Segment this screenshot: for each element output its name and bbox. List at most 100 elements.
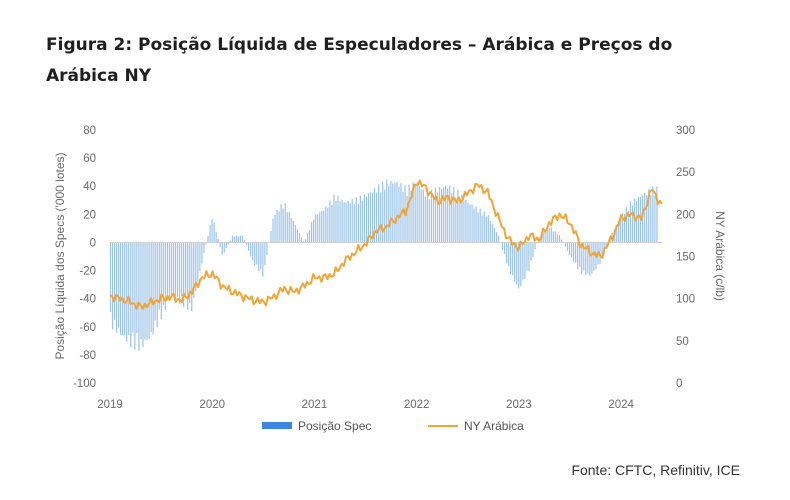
posicao-spec-bar — [398, 186, 400, 243]
left-tick-label: 40 — [83, 181, 96, 193]
posicao-spec-bar — [313, 219, 315, 243]
posicao-spec-bar — [479, 208, 481, 243]
posicao-spec-bar — [239, 235, 242, 243]
left-axis-ticks: 80 60 40 20 0 -20 -40 -60 -80 -100 — [73, 125, 96, 390]
posicao-spec-bar — [412, 182, 414, 243]
posicao-spec-bar — [256, 242, 258, 265]
posicao-spec-bar — [548, 227, 550, 243]
posicao-spec-bar — [402, 191, 404, 243]
posicao-spec-bar — [382, 181, 384, 243]
legend: Posição Spec NY Arábica — [262, 419, 524, 433]
x-tick-label: 2021 — [302, 399, 328, 411]
posicao-spec-bar — [156, 242, 158, 328]
posicao-spec-bar — [388, 185, 390, 243]
posicao-spec-bar — [396, 181, 398, 243]
posicao-spec-bar — [345, 202, 347, 243]
posicao-spec-bar — [124, 242, 126, 336]
posicao-spec-bar — [274, 214, 276, 243]
posicao-spec-bar — [367, 193, 370, 243]
posicao-spec-bar — [583, 242, 585, 271]
posicao-spec-bar — [211, 219, 213, 243]
posicao-spec-bar — [150, 242, 152, 333]
posicao-spec-bar — [120, 242, 122, 335]
posicao-spec-bar — [189, 242, 191, 303]
x-tick-label: 2022 — [404, 399, 430, 411]
posicao-spec-bar — [619, 218, 621, 243]
posicao-spec-bar — [317, 214, 319, 243]
posicao-spec-bar — [337, 195, 339, 243]
posicao-spec-bar — [136, 242, 138, 334]
posicao-spec-bar — [158, 242, 160, 310]
posicao-spec-bar — [489, 220, 491, 243]
posicao-spec-bar — [209, 224, 211, 243]
posicao-spec-bar — [629, 201, 632, 243]
posicao-spec-bar — [587, 242, 589, 274]
left-tick-label: 0 — [90, 237, 96, 249]
posicao-spec-bar — [477, 212, 479, 243]
posicao-spec-bar — [570, 242, 573, 258]
posicao-spec-bar — [410, 190, 412, 243]
posicao-spec-bar — [522, 242, 524, 280]
left-tick-label: 60 — [83, 153, 96, 165]
posicao-spec-bar — [408, 184, 410, 243]
posicao-spec-bar — [290, 218, 292, 243]
posicao-spec-bar — [243, 240, 246, 243]
posicao-spec-bar — [162, 242, 164, 305]
legend-swatch-posicao-spec — [262, 422, 292, 429]
posicao-spec-bar — [181, 242, 183, 297]
posicao-spec-bar — [215, 231, 217, 243]
posicao-spec-bar — [394, 182, 396, 243]
posicao-spec-bar — [380, 192, 382, 243]
posicao-spec-bar — [593, 242, 595, 271]
posicao-spec-bar — [505, 242, 508, 264]
posicao-spec-bar — [638, 196, 640, 243]
posicao-spec-bar — [453, 187, 455, 243]
posicao-spec-bar — [201, 242, 203, 264]
posicao-spec-bar — [473, 208, 475, 243]
posicao-spec-bar — [199, 242, 201, 272]
posicao-spec-bar — [266, 242, 268, 256]
posicao-spec-bar — [501, 242, 504, 250]
posicao-spec-bar — [296, 229, 298, 243]
posicao-spec-bar — [138, 242, 140, 351]
posicao-spec-bar — [503, 242, 506, 255]
posicao-spec-bar — [128, 242, 130, 335]
posicao-spec-bar — [122, 242, 124, 336]
posicao-spec-bar — [512, 242, 514, 276]
posicao-spec-bar — [416, 182, 418, 243]
posicao-spec-bar — [300, 237, 303, 243]
posicao-spec-bar — [386, 179, 388, 243]
posicao-spec-bar — [497, 235, 500, 243]
posicao-spec-bar — [556, 234, 558, 243]
right-tick-label: 50 — [676, 336, 689, 348]
posicao-spec-bar — [341, 199, 343, 243]
posicao-spec-bar — [270, 230, 272, 243]
posicao-spec-bar — [560, 239, 563, 243]
posicao-spec-bar — [585, 242, 587, 276]
posicao-spec-bar — [142, 242, 144, 348]
posicao-spec-bar — [195, 242, 197, 292]
right-tick-label: 200 — [676, 209, 695, 221]
posicao-spec-bar — [327, 207, 329, 243]
posicao-spec-bar — [438, 186, 441, 243]
posicao-spec-bar — [325, 206, 327, 243]
posicao-spec-bar — [426, 193, 428, 243]
posicao-spec-bar — [357, 204, 359, 243]
posicao-spec-bar — [246, 242, 248, 246]
posicao-spec-bar — [631, 205, 634, 243]
posicao-spec-bar — [359, 195, 361, 243]
posicao-spec-bar — [248, 242, 250, 251]
posicao-spec-bar — [418, 185, 420, 243]
posicao-spec-bar — [134, 242, 136, 350]
posicao-spec-bar — [445, 186, 447, 243]
posicao-spec-bar — [148, 242, 150, 339]
posicao-spec-bar — [219, 242, 221, 247]
posicao-spec-bar — [461, 194, 463, 243]
posicao-spec-bar — [483, 211, 485, 243]
posicao-spec-bar — [306, 233, 309, 243]
posicao-spec-bar — [520, 242, 522, 287]
posicao-spec-bar — [455, 197, 457, 243]
posicao-spec-bar — [648, 188, 650, 243]
posicao-spec-bar — [457, 189, 459, 243]
posicao-spec-bar — [526, 242, 528, 271]
